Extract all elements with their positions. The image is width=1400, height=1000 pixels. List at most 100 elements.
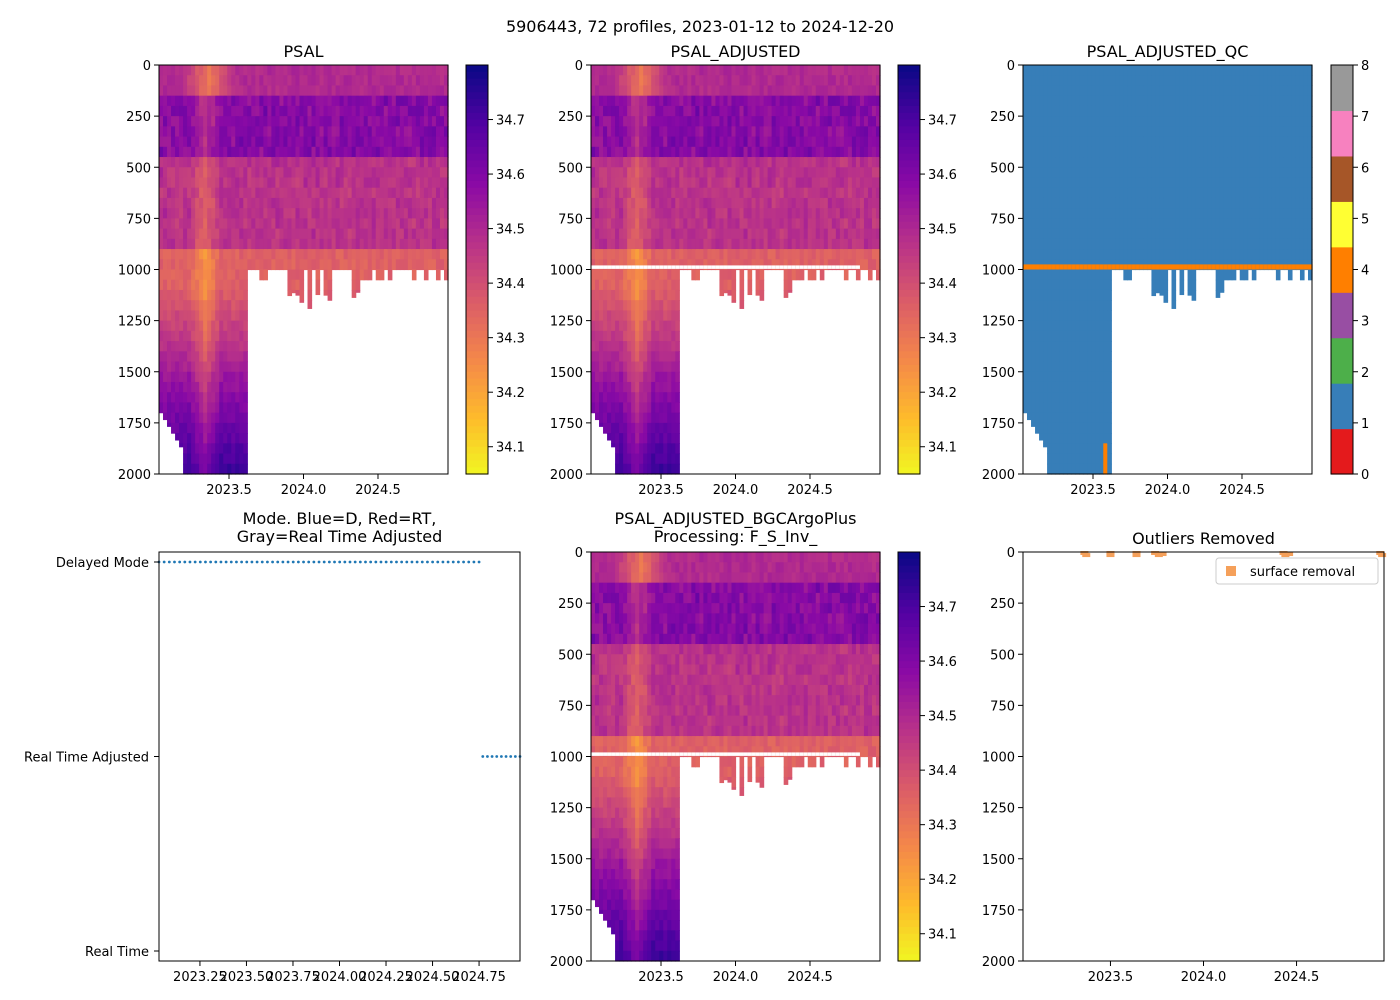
heatmap-cell (1087, 75, 1092, 87)
heatmap-cell (1055, 371, 1060, 383)
heatmap-cell (1059, 65, 1064, 76)
heatmap-cell (199, 361, 204, 373)
heatmap-cell (371, 208, 377, 219)
heatmap-cell (667, 167, 672, 179)
heatmap-cell (431, 218, 437, 230)
heatmap-cell (1083, 341, 1088, 352)
heatmap-cell (359, 208, 365, 219)
heatmap-cell (207, 371, 212, 383)
heatmap-cell (863, 85, 869, 97)
heatmap-cell (1051, 433, 1056, 444)
colorbar-segment (898, 426, 920, 434)
heatmap-cell (1087, 105, 1092, 117)
heatmap-cell (1075, 228, 1080, 240)
heatmap-cell (615, 75, 620, 87)
heatmap-cell (659, 453, 664, 465)
colorbar-segment (466, 337, 488, 346)
heatmap-cell (591, 320, 596, 332)
heatmap-cell (843, 197, 849, 209)
heatmap-cell (735, 167, 741, 179)
heatmap-cell (427, 218, 433, 230)
heatmap-cell (683, 157, 688, 168)
heatmap-cell (227, 238, 232, 250)
heatmap-cell (175, 320, 180, 332)
heatmap-cell (163, 392, 168, 404)
heatmap-cell (803, 136, 809, 148)
colorbar-segment (898, 330, 920, 339)
heatmap-cell (743, 116, 749, 127)
heatmap-cell (695, 126, 700, 138)
heatmap-cell (719, 259, 725, 271)
heatmap-cell (247, 228, 252, 240)
heatmap-cell (191, 208, 196, 219)
heatmap-cell (195, 187, 200, 199)
heatmap-cell (839, 95, 845, 107)
heatmap-cell (351, 146, 357, 158)
heatmap-cell (1091, 279, 1096, 291)
heatmap-cell (823, 238, 829, 250)
heatmap-cell (667, 105, 672, 117)
heatmap-cell (827, 167, 833, 179)
heatmap-cell (199, 249, 204, 260)
heatmap-cell (319, 167, 325, 179)
heatmap-cell (367, 136, 373, 148)
heatmap-cell (239, 310, 244, 322)
heatmap-cell (603, 126, 608, 138)
heatmap-cell (431, 208, 437, 219)
heatmap-cell (1107, 197, 1112, 209)
heatmap-cell (399, 259, 405, 271)
heatmap-cell (183, 95, 188, 107)
heatmap-cell (855, 146, 861, 158)
heatmap-cell (163, 381, 168, 393)
heatmap-cell (359, 259, 365, 271)
heatmap-cell (203, 208, 208, 219)
heatmap-cell (439, 95, 445, 107)
colorbar-segment (466, 133, 488, 141)
heatmap-cell (667, 320, 672, 332)
heatmap-cell (827, 187, 833, 199)
heatmap-cell (651, 341, 656, 352)
heatmap-cell (443, 259, 449, 271)
colorbar-segment (898, 153, 920, 162)
heatmap-cell (411, 249, 417, 260)
heatmap-cell (651, 75, 656, 87)
heatmap-cell (199, 218, 204, 230)
heatmap-cell (1027, 351, 1032, 363)
heatmap-cell (1059, 463, 1064, 475)
heatmap-cell (355, 249, 361, 260)
heatmap-cell (1087, 392, 1092, 404)
heatmap-cell (367, 218, 373, 230)
heatmap-cell (399, 187, 405, 199)
qc-flag-band (1099, 264, 1104, 270)
heatmap-cell (383, 126, 389, 138)
heatmap-cell (687, 187, 692, 199)
heatmap-cell (427, 146, 433, 158)
heatmap-cell (679, 95, 684, 107)
heatmap-cell (847, 157, 853, 168)
heatmap-cell (655, 126, 660, 138)
heatmap-cell (627, 392, 632, 404)
heatmap-cell (1095, 412, 1100, 424)
heatmap-cell (1043, 412, 1048, 424)
heatmap-cell (403, 187, 409, 199)
heatmap-cell (611, 422, 616, 434)
heatmap-cell (611, 300, 616, 311)
heatmap-cell (1027, 75, 1032, 87)
heatmap-cell (671, 238, 676, 250)
heatmap-cell (843, 146, 849, 158)
colorbar-segment (898, 99, 920, 107)
heatmap-cell (1027, 65, 1032, 76)
heatmap-cell (1047, 218, 1052, 230)
heatmap-cell (191, 361, 196, 373)
heatmap-cell (179, 228, 184, 240)
heatmap-cell (699, 187, 704, 199)
y-tick-label: 0 (575, 59, 583, 74)
heatmap-cell (791, 167, 797, 179)
heatmap-cell (747, 136, 753, 148)
heatmap-cell (631, 412, 636, 424)
heatmap-cell (1051, 392, 1056, 404)
heatmap-cell (607, 279, 612, 291)
heatmap-cell (223, 249, 228, 260)
heatmap-cell (603, 85, 608, 97)
heatmap-cell (623, 177, 628, 189)
